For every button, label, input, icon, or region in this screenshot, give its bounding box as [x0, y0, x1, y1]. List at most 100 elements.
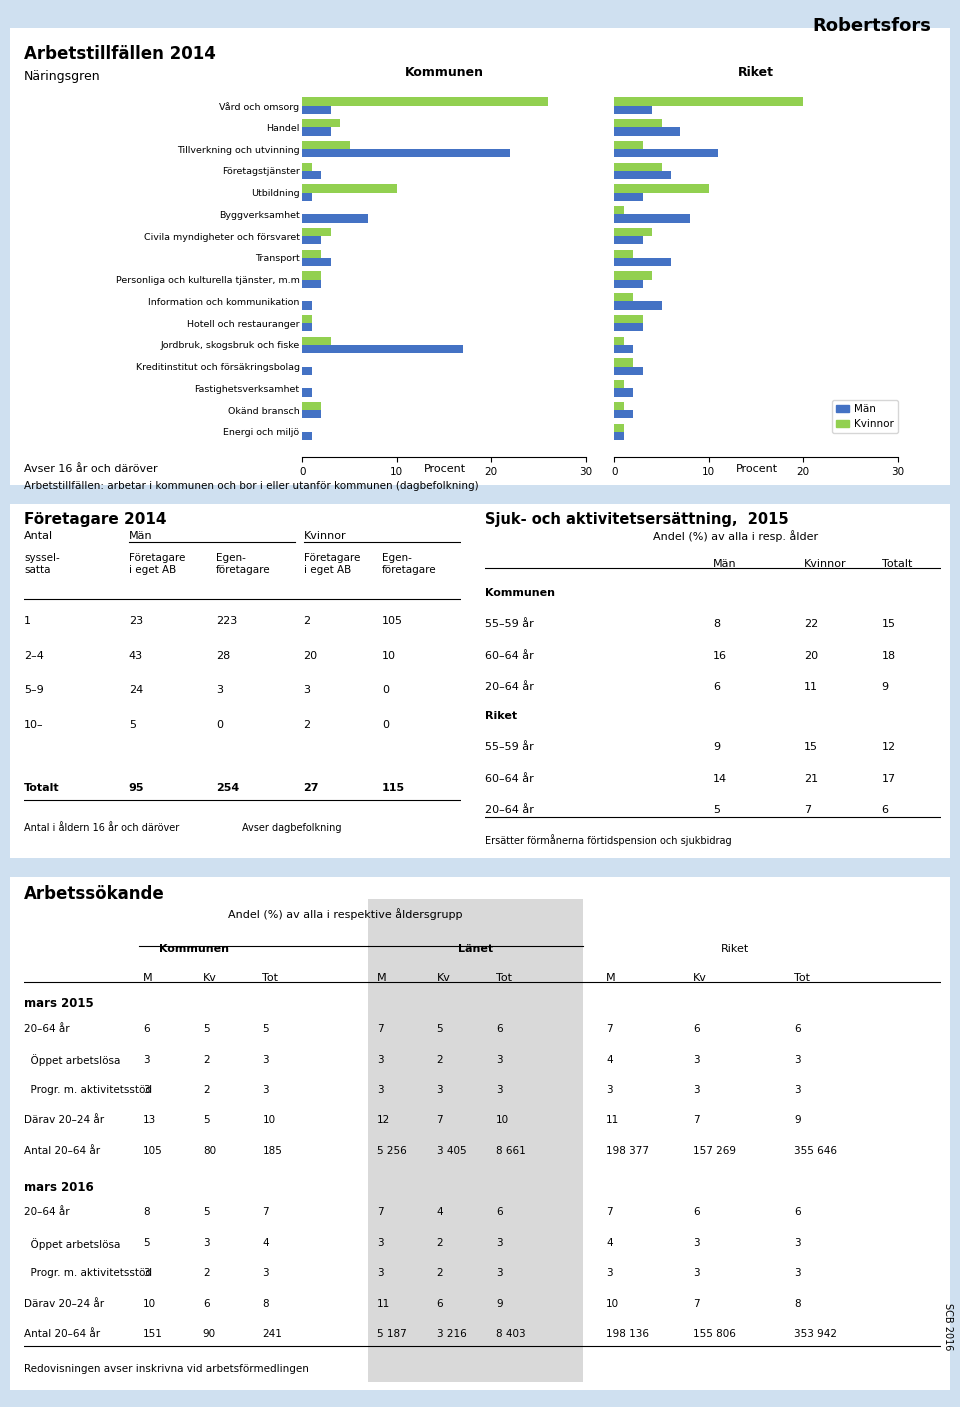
Text: Tot: Tot: [496, 972, 512, 983]
Text: Företagare
i eget AB: Företagare i eget AB: [129, 553, 185, 575]
Text: 0: 0: [216, 719, 223, 729]
Text: Totalt: Totalt: [24, 782, 60, 792]
Text: 60–64 år: 60–64 år: [485, 651, 534, 661]
Text: 11: 11: [606, 1116, 619, 1126]
Text: Procent: Procent: [423, 464, 466, 474]
Text: 20–64 år: 20–64 år: [485, 682, 534, 692]
Text: Avser 16 år och däröver: Avser 16 år och däröver: [24, 464, 157, 474]
Text: 10: 10: [606, 1299, 619, 1309]
Text: 3: 3: [693, 1055, 700, 1065]
Text: mars 2015: mars 2015: [24, 998, 94, 1010]
Text: Därav 20–24 år: Därav 20–24 år: [24, 1299, 104, 1309]
Text: 3: 3: [262, 1055, 269, 1065]
Text: Företagare
i eget AB: Företagare i eget AB: [303, 553, 360, 575]
Text: 223: 223: [216, 616, 237, 626]
Text: 5: 5: [262, 1024, 269, 1034]
Text: 151: 151: [143, 1330, 163, 1339]
Bar: [614, 120, 661, 128]
Text: 2: 2: [303, 616, 311, 626]
Text: 55–59 år: 55–59 år: [485, 619, 534, 629]
Text: 115: 115: [382, 782, 405, 792]
Text: 20–64 år: 20–64 år: [24, 1024, 70, 1034]
Text: 6: 6: [712, 682, 720, 692]
Text: 4: 4: [606, 1238, 612, 1248]
Text: 3: 3: [496, 1085, 503, 1095]
Bar: [302, 149, 510, 158]
Text: 6: 6: [143, 1024, 150, 1034]
Text: Andel (%) av alla i respektive åldersgrupp: Andel (%) av alla i respektive åldersgru…: [228, 908, 462, 920]
Text: 7: 7: [262, 1207, 269, 1217]
Text: 2: 2: [437, 1268, 444, 1278]
Text: Egen-
företagare: Egen- företagare: [382, 553, 437, 575]
Text: 3: 3: [143, 1268, 150, 1278]
Text: 16: 16: [712, 651, 727, 661]
Text: 20: 20: [303, 651, 318, 661]
Text: 105: 105: [382, 616, 403, 626]
Text: 10: 10: [496, 1116, 509, 1126]
Text: 7: 7: [377, 1207, 384, 1217]
Bar: [302, 120, 340, 128]
Text: 20–64 år: 20–64 år: [24, 1207, 70, 1217]
Text: 6: 6: [881, 805, 889, 816]
Bar: [302, 257, 330, 266]
Bar: [614, 249, 634, 257]
Text: syssel-
satta: syssel- satta: [24, 553, 60, 575]
Text: 17: 17: [881, 774, 896, 784]
Text: 6: 6: [203, 1299, 209, 1309]
Bar: [614, 184, 708, 193]
Text: Egen-
företagare: Egen- företagare: [216, 553, 271, 575]
Bar: [302, 106, 330, 114]
Text: 185: 185: [262, 1145, 282, 1155]
Text: 6: 6: [794, 1024, 801, 1034]
Text: SCB 2016: SCB 2016: [944, 1303, 953, 1351]
Text: 254: 254: [216, 782, 239, 792]
Text: 9: 9: [712, 743, 720, 753]
Bar: [302, 141, 349, 149]
Text: Progr. m. aktivitetsstöd: Progr. m. aktivitetsstöd: [24, 1085, 152, 1095]
Text: 3: 3: [377, 1268, 384, 1278]
Text: Länet: Länet: [459, 944, 493, 954]
Bar: [302, 432, 312, 440]
Bar: [302, 97, 548, 106]
Text: Män: Män: [129, 530, 153, 540]
Bar: [614, 388, 634, 397]
Text: 3: 3: [693, 1238, 700, 1248]
Text: 28: 28: [216, 651, 230, 661]
Bar: [302, 272, 322, 280]
Bar: [614, 236, 643, 245]
Text: Kv: Kv: [203, 972, 217, 983]
Text: 27: 27: [303, 782, 319, 792]
Text: 11: 11: [377, 1299, 390, 1309]
Bar: [302, 128, 330, 135]
Text: Progr. m. aktivitetsstöd: Progr. m. aktivitetsstöd: [24, 1268, 152, 1278]
Bar: [302, 214, 369, 222]
Bar: [614, 163, 661, 170]
Text: Sjuk- och aktivitetsersättning,  2015: Sjuk- och aktivitetsersättning, 2015: [485, 512, 788, 528]
Text: 6: 6: [693, 1207, 700, 1217]
Text: 2: 2: [437, 1055, 444, 1065]
Text: Arbetstillfällen 2014: Arbetstillfällen 2014: [24, 45, 216, 63]
Text: Procent: Procent: [735, 464, 778, 474]
Text: 3: 3: [437, 1085, 444, 1095]
Bar: [302, 402, 322, 409]
Text: 0: 0: [382, 685, 389, 695]
Text: 3: 3: [794, 1268, 801, 1278]
Text: 3: 3: [143, 1055, 150, 1065]
Text: 155 806: 155 806: [693, 1330, 736, 1339]
Text: 10: 10: [262, 1116, 276, 1126]
Text: 4: 4: [437, 1207, 444, 1217]
Text: 7: 7: [437, 1116, 444, 1126]
Text: 24: 24: [129, 685, 143, 695]
Text: 7: 7: [606, 1024, 612, 1034]
Bar: [614, 301, 661, 310]
Bar: [614, 359, 634, 367]
Text: 198 377: 198 377: [606, 1145, 649, 1155]
Bar: [614, 193, 643, 201]
Text: Kv: Kv: [437, 972, 450, 983]
Text: 10: 10: [143, 1299, 156, 1309]
Text: Antal 20–64 år: Antal 20–64 år: [24, 1330, 100, 1339]
Text: Ersätter förmånerna förtidspension och sjukbidrag: Ersätter förmånerna förtidspension och s…: [485, 834, 732, 846]
Text: 3: 3: [794, 1238, 801, 1248]
Text: Arbetstillfällen: arbetar i kommunen och bor i eller utanför kommunen (dagbefolk: Arbetstillfällen: arbetar i kommunen och…: [24, 481, 479, 491]
Bar: [302, 409, 322, 418]
